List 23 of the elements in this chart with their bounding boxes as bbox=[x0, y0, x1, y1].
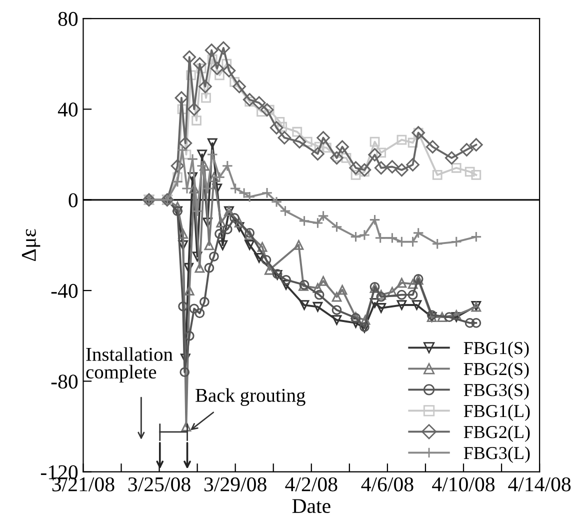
legend-label: FBG1(L) bbox=[464, 404, 530, 421]
y-tick-label: -80 bbox=[51, 374, 78, 389]
x-axis-title: Date bbox=[292, 499, 330, 514]
legend-label: FBG3(L) bbox=[464, 446, 530, 463]
x-tick-label: 4/6/08 bbox=[361, 477, 414, 492]
x-tick-label: 3/21/08 bbox=[52, 477, 114, 492]
x-tick-label: 4/14/08 bbox=[508, 477, 571, 492]
y-tick-label: 80 bbox=[58, 12, 78, 26]
y-axis-title: Δμε bbox=[22, 229, 40, 262]
annotation: Installation complete bbox=[86, 347, 173, 383]
y-tick-label: 40 bbox=[58, 102, 78, 117]
y-tick-label: -40 bbox=[51, 284, 78, 298]
annotation: Back grouting bbox=[196, 388, 306, 406]
y-tick-label: -120 bbox=[40, 465, 78, 480]
x-tick-label: 4/2/08 bbox=[285, 477, 338, 492]
x-tick-label: 3/25/08 bbox=[128, 477, 190, 492]
legend-label: FBG2(S) bbox=[464, 362, 529, 379]
y-tick-label: 0 bbox=[68, 193, 78, 208]
legend-label: FBG2(L) bbox=[464, 425, 530, 442]
x-tick-label: 4/10/08 bbox=[432, 477, 495, 492]
legend-label: FBG1(S) bbox=[464, 341, 529, 358]
x-tick-label: 3/29/08 bbox=[204, 477, 266, 492]
legend-label: FBG3(S) bbox=[464, 383, 529, 400]
